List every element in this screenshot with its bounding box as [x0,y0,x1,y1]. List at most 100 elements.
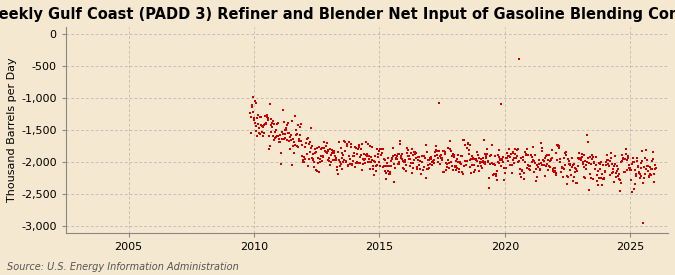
Point [356,146,367,151]
Point [470,157,481,161]
Point [308,159,319,164]
Point [446,160,456,164]
Point [418,168,429,172]
Point [305,146,316,150]
Point [556,165,567,169]
Point [516,156,526,160]
Point [546,147,557,152]
Point [317,154,328,158]
Point [522,166,533,170]
Point [492,153,503,158]
Point [425,155,435,160]
Point [600,169,611,174]
Point [393,160,404,164]
Point [398,160,409,164]
Point [559,166,570,171]
Point [485,153,495,158]
Point [406,161,416,165]
Point [344,153,354,158]
Point [620,146,631,151]
Point [283,131,294,135]
Point [329,158,340,163]
Point [403,154,414,158]
Point [498,166,509,170]
Point [319,148,330,153]
Point [536,145,547,150]
Point [254,126,265,131]
Point [371,169,381,174]
Point [515,167,526,172]
Point [259,123,269,127]
Point [361,154,372,158]
Point [444,161,455,166]
Point [337,151,348,155]
Point [292,145,303,150]
Point [275,162,286,167]
Point [542,153,553,157]
Point [284,135,295,139]
Point [643,164,653,168]
Point [640,172,651,177]
Point [422,163,433,167]
Point [327,150,338,155]
Point [622,168,633,172]
Point [629,187,640,192]
Point [487,173,498,177]
Point [570,181,581,185]
Point [412,167,423,172]
Point [462,142,473,147]
Point [554,144,564,148]
Point [526,155,537,160]
Point [489,161,500,166]
Point [283,121,294,125]
Point [437,157,448,162]
Point [518,177,529,181]
Point [299,160,310,164]
Point [560,150,571,154]
Point [406,147,417,152]
Point [330,156,341,160]
Point [416,160,427,164]
Point [505,163,516,167]
Point [281,126,292,130]
Point [371,164,381,169]
Point [547,156,558,161]
Point [256,123,267,128]
Point [525,153,536,158]
Point [514,172,525,176]
Point [274,137,285,141]
Point [362,160,373,164]
Point [481,153,491,158]
Point [435,162,446,166]
Point [493,160,504,164]
Point [584,187,595,192]
Point [558,166,568,170]
Point [256,130,267,134]
Point [268,134,279,138]
Point [645,167,656,171]
Point [246,115,256,120]
Point [352,160,363,165]
Point [475,160,485,165]
Point [313,161,323,165]
Point [334,164,345,169]
Point [500,166,510,170]
Point [551,170,562,175]
Point [616,181,626,185]
Point [250,99,261,103]
Point [352,152,362,156]
Point [605,151,616,156]
Point [615,189,626,193]
Point [345,156,356,161]
Point [634,171,645,175]
Point [565,163,576,167]
Point [420,176,431,180]
Point [649,167,660,172]
Point [593,161,604,165]
Point [408,149,419,154]
Point [408,161,418,165]
Point [629,182,640,187]
Point [581,167,592,171]
Point [359,161,370,165]
Point [553,144,564,148]
